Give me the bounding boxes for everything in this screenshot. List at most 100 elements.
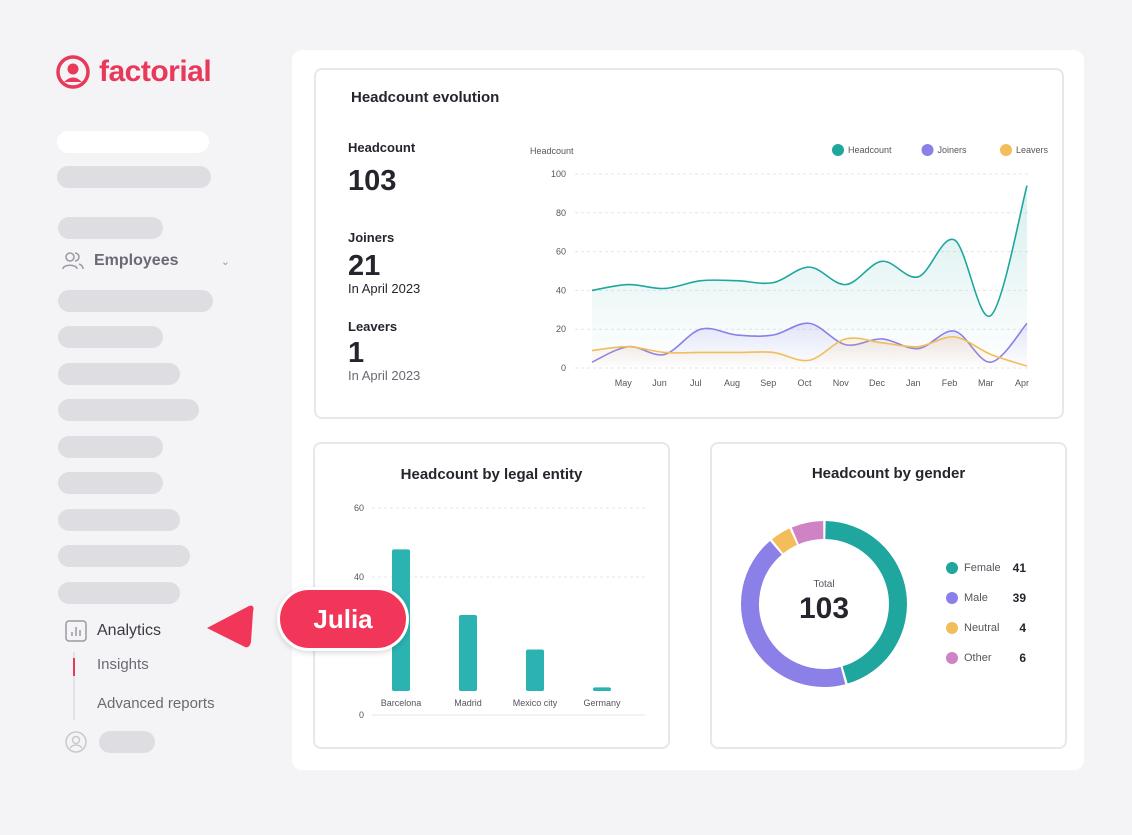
x-tick-label: Jun — [652, 378, 667, 388]
legend-label: Male — [964, 592, 988, 604]
y-tick-label: 0 — [359, 710, 364, 720]
legend-male: Male 39 — [946, 583, 1026, 613]
brand-name: factorial — [99, 55, 212, 88]
stat-sub: In April 2023 — [348, 281, 421, 296]
legend-female: Female 41 — [946, 553, 1026, 583]
legend-dot — [946, 592, 958, 604]
legend-dot — [946, 652, 958, 664]
x-tick-label: Feb — [942, 378, 958, 388]
legend-label-joiners: Joiners — [938, 145, 968, 155]
sidebar-item-analytics[interactable]: Analytics — [65, 620, 161, 642]
x-tick-label: Aug — [724, 378, 740, 388]
employees-label: Employees — [94, 252, 179, 269]
user-icon[interactable] — [65, 731, 87, 753]
x-tick-label: Jul — [690, 378, 702, 388]
bar-madrid — [459, 614, 477, 691]
placeholder-item — [58, 290, 213, 312]
people-icon — [62, 252, 84, 270]
y-axis-label: Headcount — [530, 146, 574, 156]
slice-neutral — [771, 528, 798, 554]
headcount-line-chart: Headcount 0 20 40 60 80 100 May Jun Jul Aug Sep Oct N… — [530, 144, 1049, 388]
legend-dot — [946, 622, 958, 634]
y-tick-label: 20 — [556, 324, 566, 334]
submenu-line — [73, 652, 75, 720]
placeholder-item — [58, 363, 180, 385]
sidebar-item-employees[interactable]: Employees ⌄ — [62, 251, 230, 271]
stat-label: Joiners — [348, 230, 395, 245]
legend-label-headcount: Headcount — [848, 145, 892, 155]
bar-germany — [593, 687, 611, 691]
y-tick-label: 0 — [561, 363, 566, 373]
stat-sub: In April 2023 — [348, 368, 421, 383]
stat-label: Headcount — [348, 140, 416, 155]
placeholder-item — [58, 326, 163, 348]
legend-label: Female — [964, 562, 1001, 574]
x-tick-label: Apr — [1015, 378, 1029, 388]
x-tick-label: Madrid — [454, 698, 482, 708]
stat-joiners: Joiners 21 In April 2023 — [348, 230, 420, 296]
x-tick-label: Nov — [833, 378, 850, 388]
y-tick-label: 40 — [556, 285, 566, 295]
analytics-label: Analytics — [97, 622, 162, 639]
y-tick-label: 60 — [354, 503, 364, 513]
gender-legend: Female 41 Male 39 Neutral 4 Other 6 — [946, 553, 1026, 673]
x-tick-label: May — [615, 378, 633, 388]
donut-center-label: Total — [813, 579, 834, 590]
placeholder-item — [58, 472, 163, 494]
placeholder-item — [58, 217, 163, 239]
stat-value: 1 — [348, 337, 365, 369]
stat-label: Leavers — [348, 319, 398, 334]
y-tick-label: 60 — [556, 247, 566, 257]
chart-icon — [65, 620, 87, 642]
legend-label: Neutral — [964, 622, 1000, 634]
x-tick-label: Dec — [869, 378, 886, 388]
y-tick-label: 80 — [556, 208, 566, 218]
legend-label: Other — [964, 652, 992, 664]
card-title: Headcount by legal entity — [400, 466, 583, 483]
stat-headcount: Headcount 103 — [348, 140, 415, 198]
legend-dot — [946, 562, 958, 574]
card-title: Headcount evolution — [351, 89, 500, 106]
stat-leavers: Leavers 1 In April 2023 — [348, 319, 420, 383]
stat-value: 21 — [348, 250, 381, 282]
x-tick-label: Germany — [583, 698, 621, 708]
placeholder-item — [57, 131, 209, 153]
legend-label-leavers: Leavers — [1016, 145, 1049, 155]
factorial-logo[interactable]: factorial — [55, 54, 212, 90]
placeholder-item — [58, 582, 180, 604]
sidebar-item-advanced-reports[interactable]: Advanced reports — [97, 695, 215, 712]
active-indicator — [73, 658, 75, 676]
legend-dot-joiners — [921, 144, 934, 156]
placeholder-item — [58, 509, 180, 531]
placeholder-item — [99, 731, 155, 753]
x-tick-label: Jan — [906, 378, 921, 388]
gender-donut-chart: Total 103 — [741, 521, 907, 687]
y-tick-label: 100 — [551, 169, 566, 179]
logo-icon — [56, 55, 90, 89]
legend-dot-leavers — [1000, 144, 1012, 156]
bar-mexico-city — [526, 649, 544, 691]
slice-female — [825, 521, 907, 684]
x-tick-label: Mar — [978, 378, 994, 388]
series-line-leavers — [591, 336, 1028, 367]
legend-value: 4 — [1019, 621, 1026, 635]
donut-center-value: 103 — [799, 592, 849, 625]
sidebar-item-insights[interactable]: Insights — [97, 656, 149, 673]
placeholder-item — [58, 545, 190, 567]
insights-label: Insights — [97, 656, 149, 673]
placeholder-item — [58, 399, 199, 421]
legend-other: Other 6 — [946, 643, 1026, 673]
x-tick-label: Mexico city — [513, 698, 558, 708]
cursor-pointer-icon — [207, 605, 254, 648]
slice-other — [791, 521, 824, 545]
legend-value: 41 — [1012, 561, 1026, 575]
chevron-down-icon: ⌄ — [220, 255, 230, 268]
advanced-reports-label: Advanced reports — [97, 695, 215, 712]
series-area-leavers — [592, 336, 1027, 368]
placeholder-item — [58, 436, 163, 458]
stat-value: 103 — [348, 165, 397, 197]
slice-male — [741, 540, 846, 687]
cursor-name-tag: Julia — [277, 587, 409, 651]
x-tick-label: Oct — [797, 378, 812, 388]
legend-value: 39 — [1012, 591, 1026, 605]
